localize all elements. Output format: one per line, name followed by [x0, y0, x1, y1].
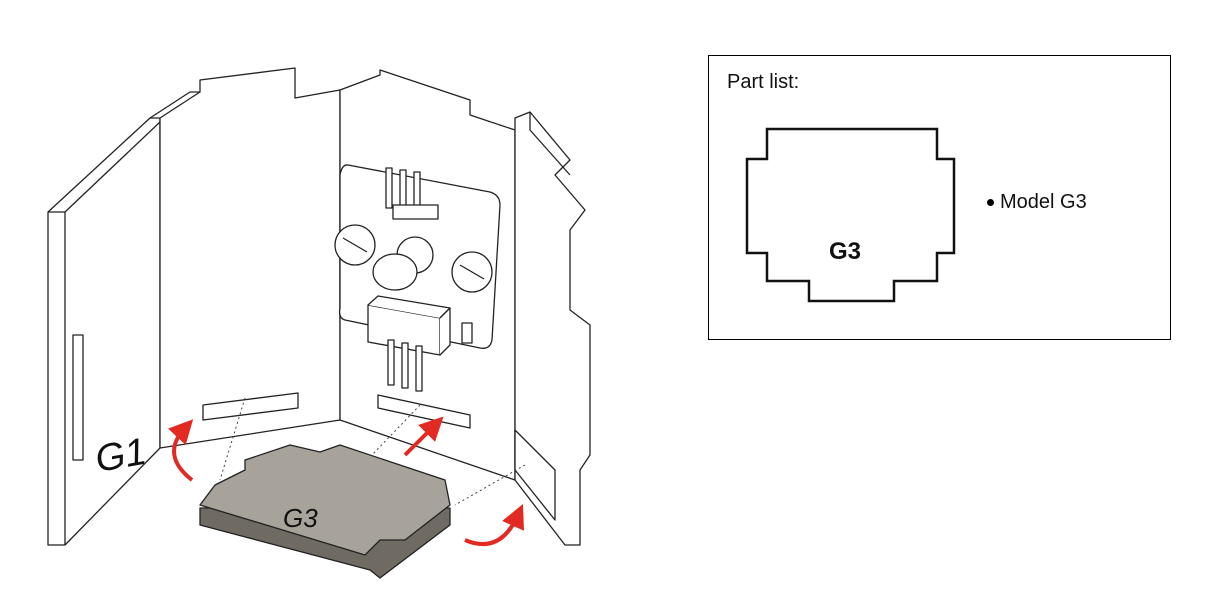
g3-shape-label: G3 [829, 238, 861, 265]
bullet-icon [987, 199, 994, 206]
part-g3 [199, 444, 451, 579]
label-g3: G3 [283, 503, 318, 533]
label-g1: G1 [92, 431, 149, 481]
right-panel [514, 111, 591, 546]
part-list-panel: G3 Part list: Model G3 [708, 55, 1171, 340]
back-panel-left [159, 67, 341, 449]
assembly-illustration: G1 G3 [47, 67, 591, 579]
part-list-title: Part list: [727, 71, 800, 93]
part-list-item: Model G3 [987, 191, 1087, 214]
part-list-item-label: Model G3 [1000, 191, 1087, 213]
g3-outline-shape: G3 [745, 127, 956, 303]
